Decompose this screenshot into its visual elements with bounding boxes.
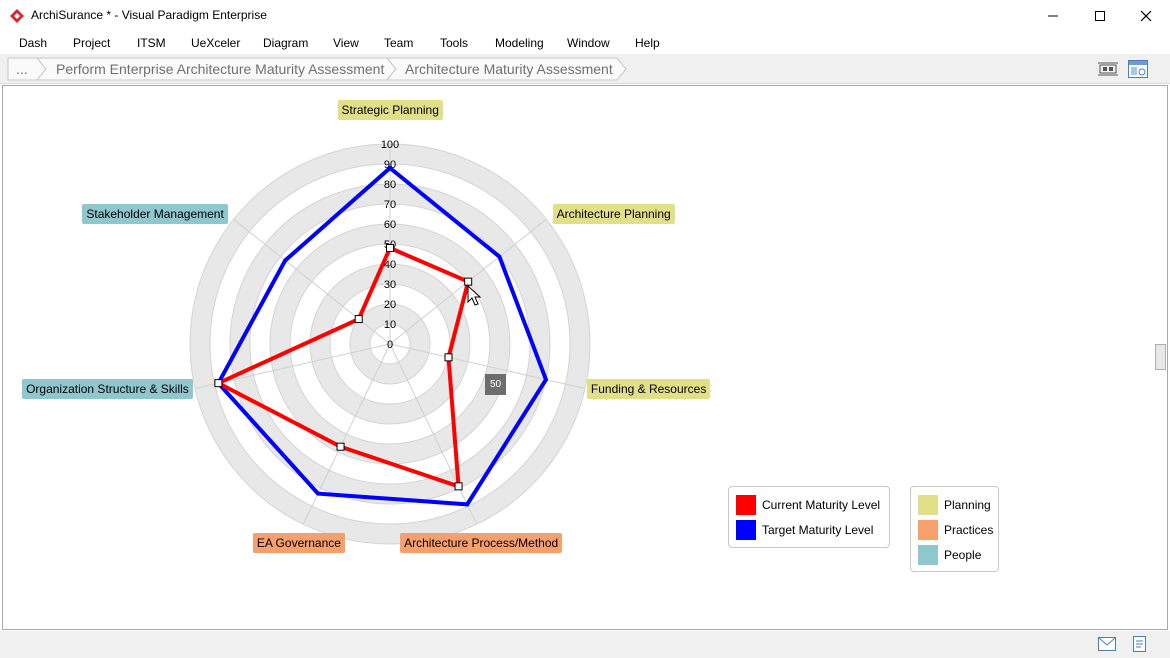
radar-tick-label: 60	[384, 219, 396, 231]
series-legend: Current Maturity Level Target Maturity L…	[728, 486, 890, 548]
maximize-icon[interactable]	[1077, 0, 1123, 32]
legend-swatch-target	[736, 520, 756, 540]
legend-label-people: People	[944, 548, 982, 562]
minimize-icon[interactable]	[1030, 0, 1076, 32]
axis-label-ea-governance[interactable]: EA Governance	[252, 533, 345, 554]
breadcrumb-item-maturity-assessment[interactable]: Architecture Maturity Assessment	[405, 61, 613, 77]
breadcrumb-more[interactable]: ...	[16, 61, 28, 77]
legend-swatch-practices	[918, 520, 938, 540]
menu-project[interactable]: Project	[73, 36, 111, 50]
radar-tick-label: 80	[384, 179, 396, 191]
legend-label-target: Target Maturity Level	[762, 523, 874, 537]
axis-label-funding-resources[interactable]: Funding & Resources	[586, 378, 711, 399]
diagram-navigator-icon[interactable]	[1127, 59, 1149, 79]
legend-swatch-people	[918, 545, 938, 565]
data-point-current	[464, 277, 473, 286]
radar-spoke	[389, 343, 586, 389]
axis-label-stakeholder-management[interactable]: Stakeholder Management	[82, 204, 228, 225]
group-legend: Planning Practices People	[910, 486, 999, 572]
menu-diagram[interactable]: Diagram	[263, 36, 309, 50]
breadcrumb: ... Perform Enterprise Architecture Matu…	[0, 54, 1170, 84]
menu-help[interactable]: Help	[635, 36, 660, 50]
radar-tick-label: 20	[384, 299, 396, 311]
scrollbar-handle[interactable]	[1155, 344, 1166, 370]
menu-tools[interactable]: Tools	[440, 36, 469, 50]
breadcrumb-chevrons	[7, 57, 627, 81]
radar-tick-label: 0	[387, 339, 393, 351]
data-point-current	[454, 482, 463, 491]
legend-item-practices: Practices	[918, 520, 993, 540]
legend-label-planning: Planning	[944, 498, 991, 512]
close-icon[interactable]	[1123, 0, 1169, 32]
mouse-cursor-icon	[467, 284, 483, 307]
legend-swatch-current	[736, 495, 756, 515]
menu-bar: Dash Project ITSM UeXceler Diagram View …	[0, 32, 1170, 54]
radar-tick-label: 10	[384, 319, 396, 331]
menu-window[interactable]: Window	[567, 36, 610, 50]
data-point-current	[214, 379, 223, 388]
title-bar: ArchiSurance * - Visual Paradigm Enterpr…	[0, 0, 1170, 32]
data-point-current	[386, 244, 394, 252]
menu-dash[interactable]: Dash	[19, 36, 48, 50]
menu-uexceler[interactable]: UeXceler	[191, 36, 241, 50]
legend-label-current: Current Maturity Level	[762, 498, 881, 512]
radar-tick-label: 30	[384, 279, 396, 291]
axis-label-architecture-process-method[interactable]: Architecture Process/Method	[400, 533, 563, 554]
legend-swatch-planning	[918, 495, 938, 515]
data-point-current	[444, 353, 453, 362]
radar-tick-label: 100	[381, 139, 399, 151]
mail-icon[interactable]	[1098, 637, 1116, 651]
legend-item-current: Current Maturity Level	[736, 495, 880, 515]
menu-modeling[interactable]: Modeling	[495, 36, 544, 50]
legend-item-people: People	[918, 545, 981, 565]
status-bar	[0, 631, 1170, 658]
axis-label-architecture-planning[interactable]: Architecture Planning	[552, 204, 675, 225]
value-tooltip: 50	[485, 374, 506, 395]
breadcrumb-item-assessment-process[interactable]: Perform Enterprise Architecture Maturity…	[56, 61, 385, 77]
radar-chart: 0102030405060708090100	[189, 139, 591, 545]
legend-item-planning: Planning	[918, 495, 991, 515]
app-icon	[9, 8, 25, 24]
radar-tick-label: 70	[384, 199, 396, 211]
window-title: ArchiSurance * - Visual Paradigm Enterpr…	[31, 8, 267, 22]
radar-tick-label: 40	[384, 259, 396, 271]
notes-icon[interactable]	[1132, 635, 1148, 653]
menu-view[interactable]: View	[333, 36, 359, 50]
axis-label-strategic-planning[interactable]: Strategic Planning	[337, 100, 443, 120]
fit-diagram-icon[interactable]	[1097, 60, 1119, 78]
radar-spoke	[389, 343, 478, 525]
legend-item-target: Target Maturity Level	[736, 520, 873, 540]
menu-team[interactable]: Team	[384, 36, 414, 50]
data-point-current	[354, 315, 363, 324]
legend-label-practices: Practices	[944, 523, 994, 537]
axis-label-organization-structure-skills[interactable]: Organization Structure & Skills	[22, 378, 193, 399]
series-line-target	[215, 165, 549, 507]
radar-spoke	[233, 218, 391, 345]
menu-itsm[interactable]: ITSM	[137, 36, 166, 50]
diagram-canvas[interactable]: 0102030405060708090100 Strategic Plannin…	[2, 85, 1168, 630]
data-point-current	[336, 442, 345, 451]
series-line-current	[213, 245, 471, 490]
